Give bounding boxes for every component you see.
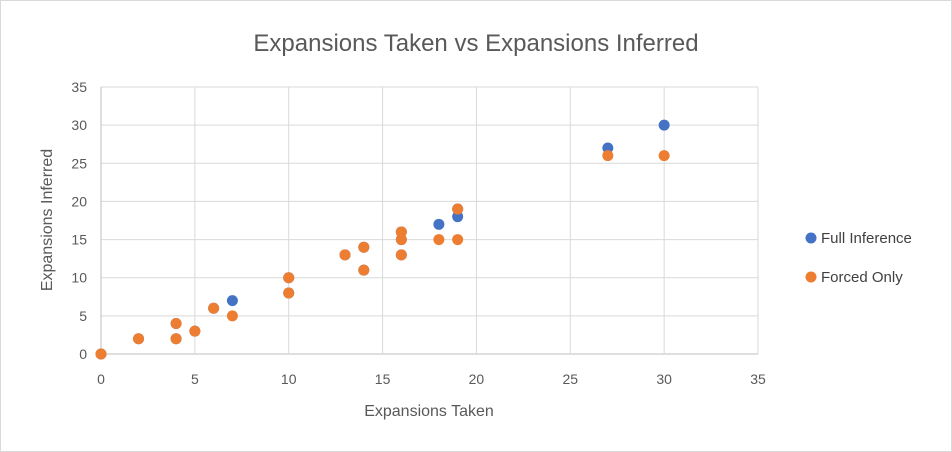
x-tick-label: 10 <box>281 371 297 387</box>
y-tick-label: 10 <box>71 270 87 286</box>
legend-label: Full Inference <box>821 230 912 247</box>
data-point <box>95 348 107 360</box>
series-2 <box>95 150 670 360</box>
data-point <box>189 325 201 337</box>
data-point <box>208 302 220 314</box>
x-tick-label: 35 <box>750 371 766 387</box>
tick-labels: 0 5 10 15 20 25 30 35 0 5 10 15 20 25 30 35 <box>71 79 766 387</box>
data-point <box>170 317 182 329</box>
legend: Full Inference Forced Only <box>805 230 912 286</box>
y-tick-label: 35 <box>71 79 87 95</box>
data-point <box>395 234 407 246</box>
data-point <box>283 287 295 299</box>
x-tick-label: 30 <box>656 371 672 387</box>
data-point <box>658 150 670 162</box>
x-tick-label: 0 <box>97 371 105 387</box>
y-tick-label: 20 <box>71 193 87 209</box>
x-tick-label: 15 <box>375 371 391 387</box>
data-point <box>226 295 238 307</box>
x-tick-label: 25 <box>562 371 578 387</box>
y-axis-title: Expansions Inferred <box>39 149 56 291</box>
y-tick-label: 0 <box>79 346 87 362</box>
gridlines <box>100 86 759 355</box>
data-point <box>358 264 370 276</box>
data-point <box>602 150 614 162</box>
data-point <box>452 234 464 246</box>
data-point <box>283 272 295 284</box>
y-tick-label: 5 <box>79 308 87 324</box>
data-point <box>658 119 670 131</box>
data-point <box>170 333 182 345</box>
legend-marker <box>805 232 817 244</box>
x-axis-title: Expansions Taken <box>364 403 494 420</box>
data-points <box>95 119 670 360</box>
data-point <box>452 203 464 215</box>
data-point <box>433 234 445 246</box>
x-tick-label: 5 <box>191 371 199 387</box>
y-tick-label: 30 <box>71 117 87 133</box>
data-point <box>358 241 370 253</box>
data-point <box>395 226 407 238</box>
data-point <box>226 310 238 322</box>
y-tick-label: 25 <box>71 155 87 171</box>
data-point <box>433 218 445 230</box>
data-point <box>602 142 614 154</box>
data-point <box>133 333 145 345</box>
legend-label: Forced Only <box>821 269 903 286</box>
chart-title: Expansions Taken vs Expansions Inferred <box>253 30 698 57</box>
data-point <box>395 249 407 261</box>
legend-marker <box>805 271 817 283</box>
x-tick-label: 20 <box>469 371 485 387</box>
data-point <box>339 249 351 261</box>
y-tick-label: 15 <box>71 232 87 248</box>
data-point <box>452 211 464 223</box>
